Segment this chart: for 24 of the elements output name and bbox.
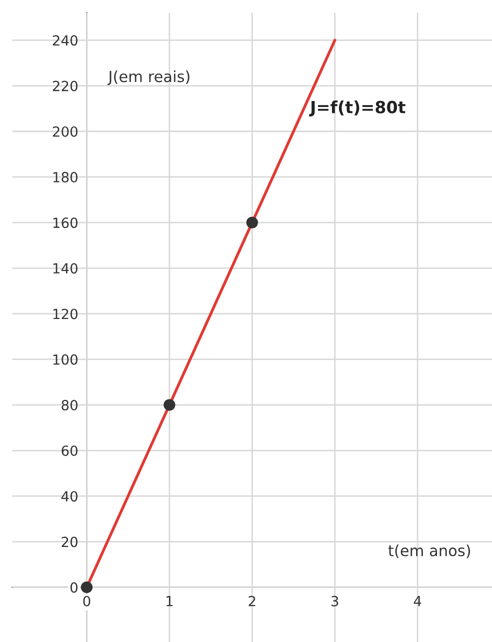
- y-tick-label: 240: [52, 35, 78, 46]
- x-axis-title: t(em anos): [388, 544, 470, 558]
- y-tick-label: 200: [52, 126, 78, 137]
- y-tick-label: 140: [53, 263, 78, 274]
- x-tick-label: 2: [248, 596, 256, 606]
- x-tick-label: 3: [332, 596, 338, 606]
- y-axis-title: J(em reais): [107, 70, 190, 86]
- y-tick-label: 20: [62, 536, 78, 548]
- y-tick-label: 40: [61, 491, 78, 502]
- x-tick-label: 1: [166, 596, 173, 606]
- point: [164, 399, 176, 411]
- y-tick-label: 180: [53, 172, 78, 182]
- y-tick-label: 0: [70, 582, 78, 593]
- y-tick-label: 100: [53, 354, 78, 365]
- y-tick-label: 120: [53, 308, 78, 320]
- y-tick-label: 220: [52, 80, 78, 92]
- point: [80, 581, 93, 594]
- series-label: J=f(t)=80t: [309, 100, 406, 117]
- x-tick-label: 0: [83, 596, 90, 606]
- y-tick-label: 80: [62, 400, 78, 410]
- y-tick-label: 160: [53, 218, 78, 228]
- x-tick-label: 4: [414, 596, 422, 606]
- point: [246, 216, 258, 228]
- y-tick-label: 60: [62, 445, 78, 456]
